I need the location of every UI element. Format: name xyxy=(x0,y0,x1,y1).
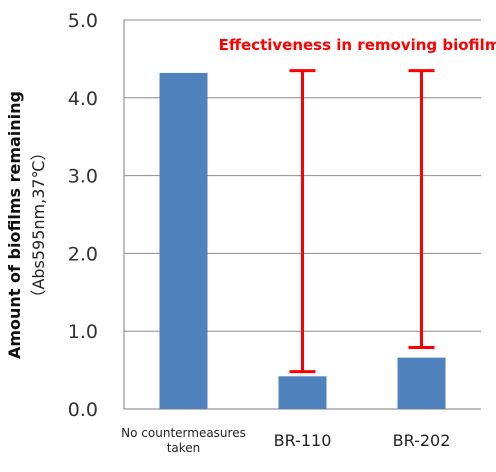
bars xyxy=(159,72,446,410)
x-tick-label: BR-202 xyxy=(393,431,451,450)
effectiveness-ranges xyxy=(289,69,435,374)
y-tick-label: 3.0 xyxy=(68,166,98,188)
y-tick-label: 2.0 xyxy=(68,243,98,265)
y-axis-unit: （Abs595nm,37℃） xyxy=(29,144,48,305)
x-tick-label: BR-110 xyxy=(274,431,332,450)
x-tick-labels: No countermeasures taken BR-110 BR-202 xyxy=(121,426,450,455)
y-tick-label: 1.0 xyxy=(68,321,98,343)
annotation-text: Effectiveness in removing biofilms xyxy=(219,36,496,54)
y-tick-label: 0.0 xyxy=(68,399,98,421)
y-tick-labels: 0.0 1.0 2.0 3.0 4.0 5.0 xyxy=(68,10,98,421)
x-tick-label: No countermeasures taken xyxy=(121,426,246,455)
y-tick-label: 5.0 xyxy=(68,10,98,32)
y-axis-title: Amount of biofilms remaining xyxy=(5,91,24,359)
bar xyxy=(397,357,446,409)
bar xyxy=(159,72,208,410)
bar xyxy=(278,376,327,409)
y-tick-label: 4.0 xyxy=(68,88,98,110)
